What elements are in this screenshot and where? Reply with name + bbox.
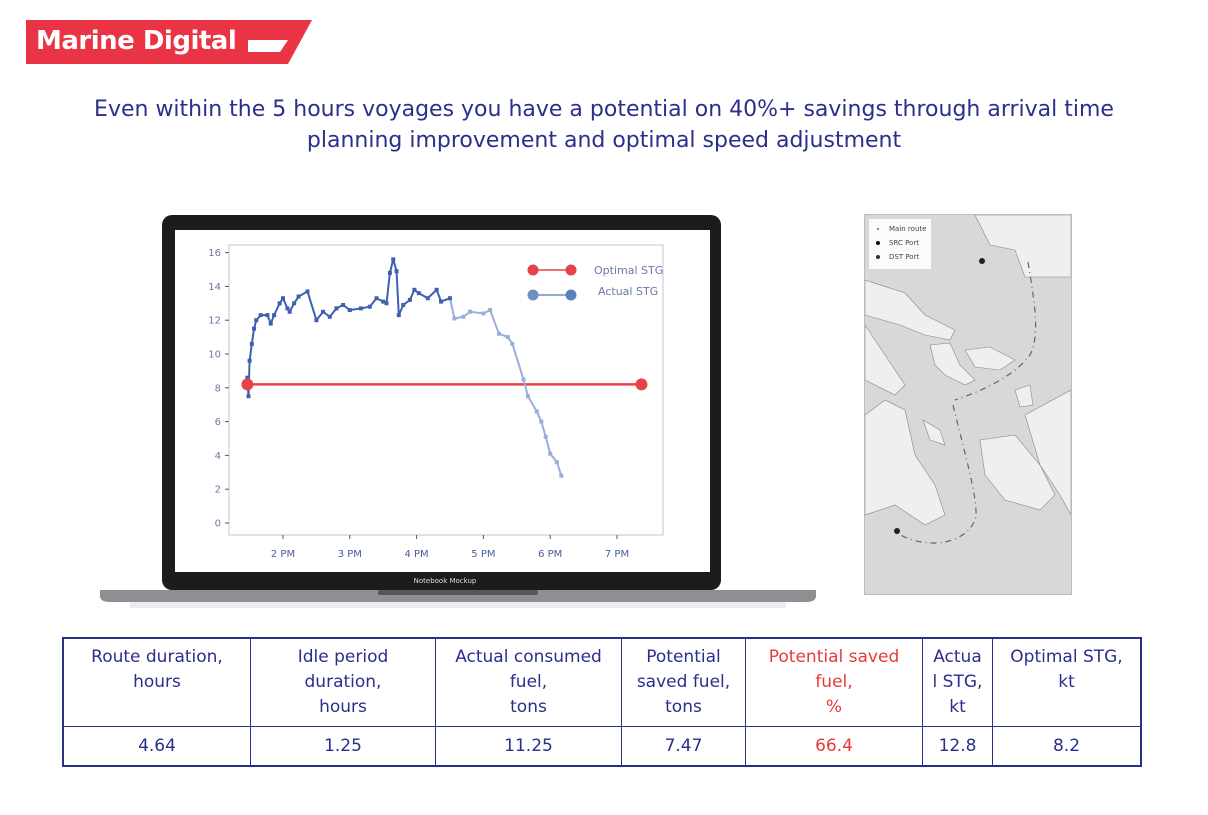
cell-optimal-stg: 8.2 bbox=[992, 726, 1142, 767]
src-port-marker bbox=[979, 258, 985, 264]
table-row: 4.64 1.25 11.25 7.47 66.4 12.8 8.2 bbox=[62, 726, 1142, 767]
header-saved-fuel-tons: Potential saved fuel, tons bbox=[621, 637, 746, 727]
cell-route-duration: 4.64 bbox=[62, 726, 251, 767]
cell-saved-fuel-percent: 66.4 bbox=[745, 726, 923, 767]
header-optimal-stg: Optimal STG, kt bbox=[992, 637, 1142, 727]
header-idle-duration: Idle period duration, hours bbox=[250, 637, 436, 727]
cell-saved-fuel-tons: 7.47 bbox=[621, 726, 746, 767]
header-route-duration: Route duration, hours bbox=[62, 637, 251, 727]
laptop-label: Notebook Mockup bbox=[413, 577, 477, 585]
cell-actual-fuel: 11.25 bbox=[435, 726, 622, 767]
cell-idle-duration: 1.25 bbox=[250, 726, 436, 767]
headline-line-2: planning improvement and optimal speed a… bbox=[306, 128, 902, 153]
summary-table: Route duration, hours Idle period durati… bbox=[62, 637, 1142, 767]
header-actual-fuel: Actual consumed fuel, tons bbox=[435, 637, 622, 727]
map-legend-main-route: Main route bbox=[889, 225, 926, 233]
logo bbox=[26, 20, 312, 64]
header-actual-stg: Actua l STG, kt bbox=[922, 637, 993, 727]
headline-line-1: Even within the 5 hours voyages you have… bbox=[94, 97, 1114, 122]
cell-actual-stg: 12.8 bbox=[922, 726, 993, 767]
route-map: Main route SRC Port DST Port bbox=[864, 214, 1072, 595]
map-legend-src-port: SRC Port bbox=[889, 239, 919, 247]
header-saved-fuel-percent: Potential saved fuel, % bbox=[745, 637, 923, 727]
laptop-screen bbox=[175, 230, 710, 572]
table-header-row: Route duration, hours Idle period durati… bbox=[62, 637, 1142, 727]
map-legend-dst-port: DST Port bbox=[889, 253, 919, 261]
dst-port-marker bbox=[894, 528, 900, 534]
logo-flag-icon bbox=[248, 40, 288, 52]
headline: Even within the 5 hours voyages you have… bbox=[0, 94, 1208, 156]
main-route bbox=[896, 261, 1037, 544]
logo-text: Marine Digital bbox=[36, 26, 237, 56]
